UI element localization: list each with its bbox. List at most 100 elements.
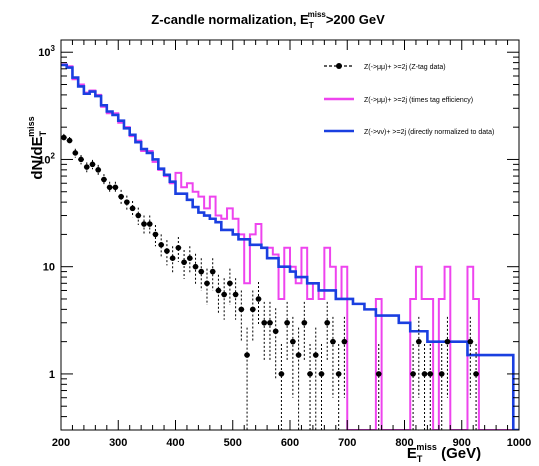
x-tick-label: 500 [224, 437, 242, 449]
legend-label-series-1: Z(->μμ)+ >=2j (Z-tag data) [364, 64, 446, 71]
data-point [238, 306, 245, 313]
x-axis-title-sub: T [417, 454, 423, 464]
data-point [164, 248, 170, 254]
x-tick-label: 1000 [507, 437, 531, 449]
data-point [106, 184, 113, 191]
y-axis-title-sup: miss [26, 116, 36, 137]
data-point [416, 338, 422, 345]
data-point [341, 338, 348, 345]
x-tick-label: 700 [338, 437, 356, 449]
data-point [290, 338, 296, 345]
chart-title-tail: >200 GeV [326, 12, 385, 27]
data-point [375, 371, 382, 377]
data-point [95, 167, 102, 173]
data-point [192, 263, 199, 270]
y-tick-label-base: 10 [38, 47, 50, 59]
y-axis-title-main: dN/dE [29, 136, 46, 179]
chart-title: Z-candle normalization, ETmiss>200 GeV [151, 10, 385, 30]
data-point [227, 280, 233, 287]
y-tick-label-base: 1 [49, 369, 55, 381]
data-point [72, 150, 79, 156]
x-tick-label: 200 [52, 437, 70, 449]
x-tick-label: 900 [453, 437, 471, 449]
data-point [89, 161, 96, 168]
y-tick-label: 103 [38, 44, 55, 59]
x-tick-label: 800 [395, 437, 413, 449]
x-axis-title: ETmiss (GeV) [407, 442, 481, 464]
data-point [124, 199, 130, 205]
data-point [129, 205, 136, 212]
data-point [61, 134, 67, 141]
data-point [78, 156, 84, 163]
data-point [335, 371, 342, 377]
chart-title-sup: miss [308, 10, 327, 19]
data-point [301, 319, 308, 326]
data-point [215, 287, 222, 294]
data-point [284, 319, 290, 326]
data-point [249, 306, 256, 313]
y-tick-label-base: 10 [43, 262, 55, 274]
data-point [112, 184, 119, 191]
y-tick-label-base: 10 [38, 154, 50, 166]
data-point [444, 338, 451, 345]
chart-title-sub: T [309, 21, 314, 30]
data-point [221, 291, 227, 298]
x-axis-title-sup: miss [416, 442, 437, 452]
data-point [467, 338, 474, 345]
data-point [181, 259, 187, 266]
data-point [118, 193, 124, 200]
x-tick-label: 300 [109, 437, 127, 449]
data-point [158, 242, 164, 248]
x-tick-label: 600 [281, 437, 299, 449]
data-point [141, 221, 147, 227]
legend-label-series-2: Z(->μμ)+ >=2j (times tag efficiency) [364, 97, 473, 104]
data-point [427, 371, 434, 377]
y-tick-label: 102 [38, 151, 55, 166]
data-point [135, 212, 142, 219]
y-tick-label: 10 [43, 262, 55, 274]
legend-label-series-3: Z(->νν)+ >=2j (directly normalized to da… [364, 129, 494, 136]
data-point [330, 338, 336, 345]
x-tick-label: 400 [166, 437, 184, 449]
x-axis-title-main: E [407, 445, 417, 462]
data-point [232, 291, 239, 298]
data-point [267, 319, 273, 326]
data-point [438, 371, 445, 377]
data-point [152, 231, 159, 238]
data-point [146, 221, 153, 227]
data-point [255, 296, 262, 302]
data-point [169, 255, 176, 262]
data-point [261, 319, 268, 326]
data-point [410, 371, 416, 377]
chart-title-main: Z-candle normalization, E [151, 12, 309, 27]
plot-layer [61, 63, 519, 430]
data-point [198, 268, 205, 275]
data-point [66, 137, 73, 144]
data-point [278, 371, 285, 377]
legend: Z(->μμ)+ >=2j (Z-tag data) Z(->μμ)+ >=2j… [318, 56, 512, 140]
y-tick-label: 1 [49, 369, 55, 381]
data-point [204, 280, 210, 287]
data-point [101, 176, 107, 183]
series-line-3 [61, 63, 519, 430]
data-point [187, 255, 193, 262]
data-point [209, 268, 216, 275]
data-point [272, 328, 279, 335]
series-group [61, 63, 519, 430]
series-line-2 [61, 63, 519, 430]
y-axis-title: dN/dETmiss [26, 116, 48, 179]
data-point [421, 371, 428, 377]
data-point [295, 352, 302, 358]
data-point [307, 371, 313, 377]
data-point [473, 371, 479, 377]
y-axis-title-sub: T [38, 130, 48, 136]
data-point [324, 319, 331, 326]
data-point [318, 371, 325, 377]
y-tick-label-exponent: 3 [51, 44, 56, 53]
data-point [175, 245, 182, 251]
data-point [244, 352, 250, 358]
data-point [312, 352, 319, 358]
data-point [83, 164, 90, 170]
